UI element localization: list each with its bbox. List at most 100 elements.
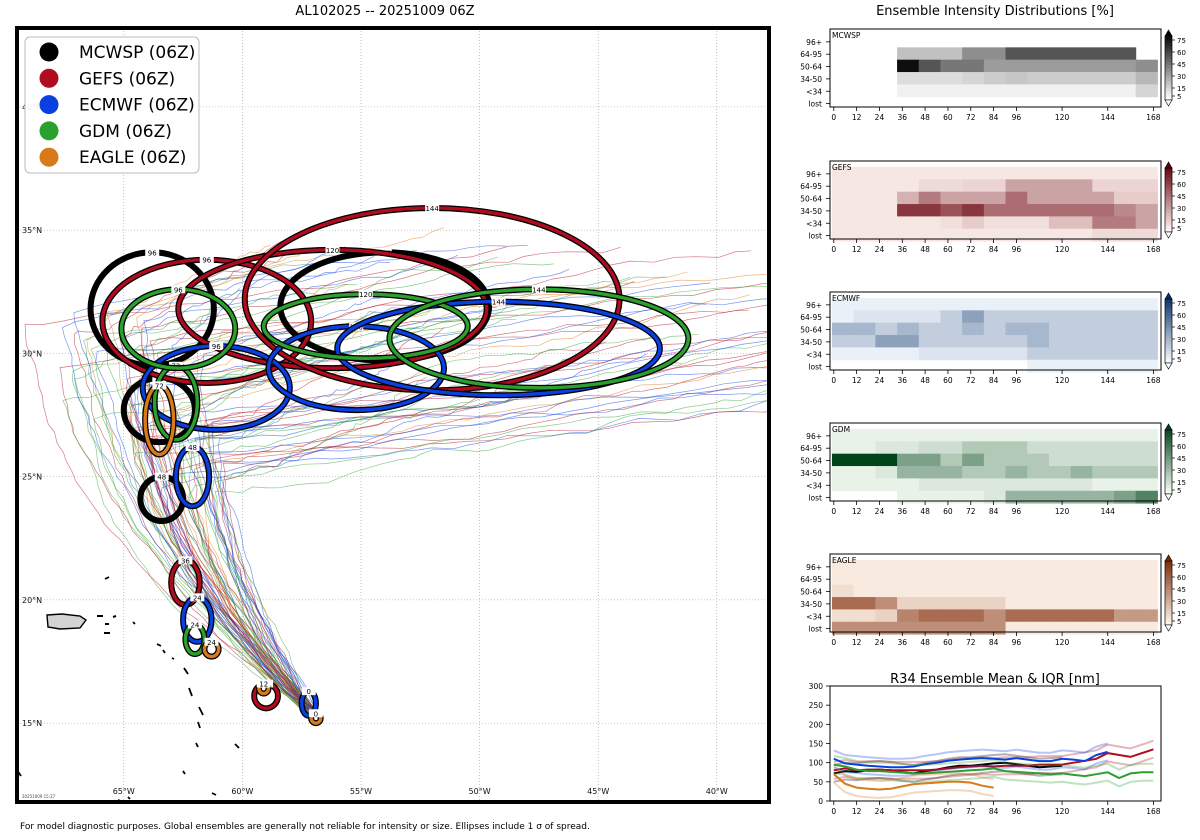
heatmap-cell xyxy=(1092,84,1115,98)
heatmap-cell xyxy=(1048,191,1072,205)
heatmap-row-label: <34 xyxy=(806,87,822,96)
heatmap-cell xyxy=(1005,560,1028,573)
heatmap-cell xyxy=(832,621,855,635)
colorbar-segment xyxy=(1165,573,1172,578)
r34-x-tick-label: 12 xyxy=(852,807,862,816)
heatmap-frame xyxy=(829,422,1162,502)
r34-chart: R34 Ensemble Mean & IQR [nm] 0 50 100 150 20… xyxy=(809,672,1162,816)
forecast-ellipse-gefs-96h: 96 xyxy=(99,255,315,386)
heatmap-x-tick-label: 72 xyxy=(966,245,976,254)
ensemble-member-track xyxy=(211,400,769,712)
heatmap-cell xyxy=(875,621,898,635)
colorbar-min-arrow xyxy=(1164,99,1173,107)
heatmap-cell xyxy=(1048,560,1072,573)
colorbar-segment xyxy=(1165,90,1172,94)
heatmap-cell xyxy=(853,584,876,598)
heatmap-cell xyxy=(1027,478,1050,492)
heatmap-cell xyxy=(918,584,941,598)
heatmap-cell xyxy=(1005,298,1028,311)
colorbar-segment xyxy=(1165,305,1172,309)
colorbar-frame xyxy=(1164,35,1173,101)
colorbar-segment xyxy=(1165,609,1172,613)
heatmap-cell xyxy=(940,59,963,73)
r34-x-tick-label: 72 xyxy=(966,807,976,816)
heatmap-cell xyxy=(875,609,898,623)
heatmap-cell xyxy=(940,621,963,635)
heatmap-x-tick-label: 0 xyxy=(831,376,836,385)
colorbar-tick-label: 60 xyxy=(1177,312,1186,320)
lon-tick-label: 40°W xyxy=(706,787,728,796)
heatmap-cell xyxy=(1005,72,1028,85)
heatmap-cell xyxy=(1135,597,1158,610)
r34-mean-line xyxy=(833,748,1154,772)
heatmap-x-tick-label: 144 xyxy=(1101,113,1116,122)
heatmap-cell xyxy=(875,298,898,311)
heatmap-cell xyxy=(1027,72,1050,85)
heatmap-cell xyxy=(1135,84,1158,98)
heatmap-cell xyxy=(1092,335,1115,348)
hour-label-bg xyxy=(204,637,219,646)
colorbar-tick-label: 5 xyxy=(1177,356,1181,364)
heatmap-cell xyxy=(918,298,941,311)
heatmap-cell xyxy=(962,560,985,573)
colorbar-segment xyxy=(1165,430,1172,434)
colorbar-segment xyxy=(1165,458,1172,463)
colorbar-tick-label: 5 xyxy=(1177,618,1181,626)
forecast-hour-label: 72 xyxy=(155,382,164,390)
heatmap-cell xyxy=(1135,572,1158,586)
heatmap-cell xyxy=(832,322,855,336)
colorbar-segment xyxy=(1165,80,1172,85)
heatmap-cell xyxy=(1114,228,1137,242)
colorbar-tick-label: 15 xyxy=(1177,85,1186,93)
heatmap-cell xyxy=(983,441,1007,455)
heatmap-row-label: lost xyxy=(808,625,822,634)
heatmap-x-tick-label: 144 xyxy=(1101,507,1116,516)
heatmap-cell xyxy=(897,490,920,504)
heatmap-cell xyxy=(897,72,920,85)
heatmap-cell xyxy=(1114,621,1137,635)
heatmap-cell xyxy=(1048,490,1072,504)
heatmap-cell xyxy=(875,310,898,324)
heatmap-x-tick-label: 96 xyxy=(1012,245,1022,254)
heatmap-cell xyxy=(1114,347,1137,361)
colorbar-segment xyxy=(1165,449,1172,453)
r34-iqr-lower xyxy=(833,772,1154,788)
heatmap-cell xyxy=(897,597,920,610)
colorbar-segment xyxy=(1165,452,1172,456)
heatmap-cell xyxy=(940,322,963,336)
heatmap-row-label: 64-95 xyxy=(800,575,822,584)
colorbar-segment xyxy=(1165,42,1172,46)
heatmap-x-tick-label: 48 xyxy=(920,507,930,516)
heatmap-cell xyxy=(832,335,855,348)
heatmap-cell xyxy=(1005,310,1028,324)
colorbar-segment xyxy=(1165,190,1172,194)
r34-y-tick-label: 50 xyxy=(813,778,823,787)
heatmap-row-label: 96+ xyxy=(806,563,822,572)
heatmap-cell xyxy=(1114,298,1137,311)
heatmap-cell xyxy=(875,191,898,205)
heatmap-x-tick-label: 84 xyxy=(989,113,999,122)
heatmap-cell xyxy=(897,453,920,467)
legend-label-ecmwf: ECMWF (06Z) xyxy=(79,96,195,116)
heatmap-model-label: MCWSP xyxy=(832,31,861,40)
heatmap-cell xyxy=(962,167,985,180)
heatmap-x-tick-label: 72 xyxy=(966,638,976,647)
forecast-hour-label: 144 xyxy=(532,286,546,294)
heatmap-cell xyxy=(1092,322,1115,336)
heatmap-x-tick-label: 48 xyxy=(920,638,930,647)
colorbar-min-arrow xyxy=(1164,362,1173,370)
heatmap-frame xyxy=(829,291,1162,371)
heatmap-cell xyxy=(832,429,855,442)
heatmap-x-tick-label: 60 xyxy=(943,638,953,647)
r34-iqr-lower xyxy=(833,781,994,799)
heatmap-cell xyxy=(853,216,876,230)
heatmap-frame xyxy=(829,553,1162,633)
colorbar-tick-label: 5 xyxy=(1177,487,1181,495)
ensemble-member-track xyxy=(188,377,427,713)
heatmap-cell xyxy=(875,167,898,180)
heatmap-cell xyxy=(962,47,985,61)
heatmap-cell xyxy=(853,609,876,623)
intensity-panel-eagle: EAGLE 96+ 64-95 50-64 34-50 <34 lost 0 12 24 36 48 6… xyxy=(800,553,1186,647)
heatmap-cell xyxy=(1135,167,1158,180)
heatmap-cell xyxy=(1048,597,1072,610)
